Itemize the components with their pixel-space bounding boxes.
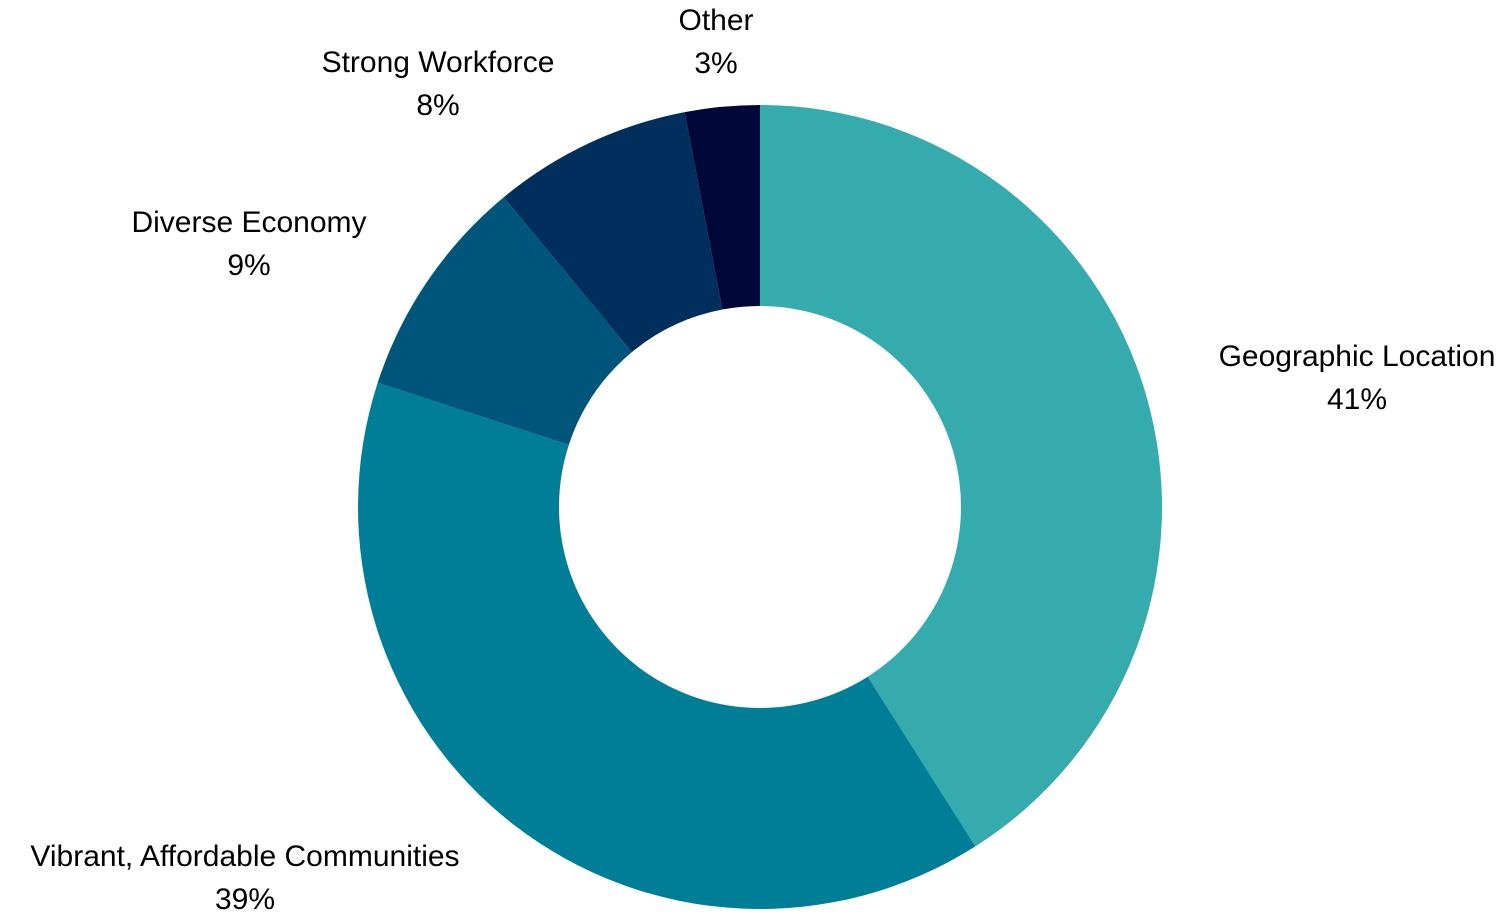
label-strong-workforce: Strong Workforce 8%	[322, 46, 555, 122]
label-value: 39%	[215, 883, 275, 914]
slice-diverse-economy	[377, 197, 632, 445]
label-diverse-economy: Diverse Economy 9%	[131, 206, 366, 282]
slice-strong-workforce	[503, 112, 723, 353]
label-name: Vibrant, Affordable Communities	[30, 840, 459, 873]
label-geographic-location: Geographic Location 41%	[1219, 340, 1496, 416]
label-value: 3%	[694, 47, 737, 80]
slice-geographic-location	[760, 105, 1162, 847]
label-other: Other 3%	[678, 4, 753, 80]
label-name: Strong Workforce	[322, 46, 555, 79]
label-vibrant-affordable-communities: Vibrant, Affordable Communities 39%	[30, 840, 459, 914]
label-value: 41%	[1327, 383, 1387, 416]
slice-vibrant-affordable-communities	[358, 382, 976, 909]
label-name: Diverse Economy	[131, 206, 366, 239]
label-value: 8%	[416, 89, 459, 122]
slice-other	[684, 105, 760, 310]
label-value: 9%	[227, 249, 270, 282]
label-name: Other	[678, 4, 753, 37]
slice-labels: Geographic Location 41% Vibrant, Affordabl…	[30, 4, 1495, 914]
donut-slices	[358, 105, 1162, 909]
label-name: Geographic Location	[1219, 340, 1496, 373]
